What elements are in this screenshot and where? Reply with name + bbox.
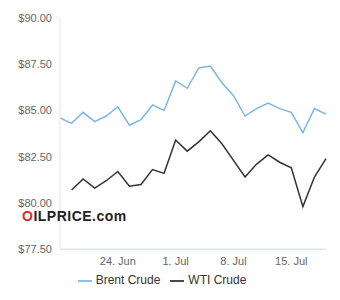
svg-text:24. Jun: 24. Jun [100, 255, 136, 267]
svg-text:$85.00: $85.00 [18, 104, 52, 116]
html-text:O ILPRICE.com: O ILPRICE.com [22, 208, 127, 224]
svg-text:$87.50: $87.50 [18, 58, 52, 70]
svg-text:8. Jul: 8. Jul [220, 255, 246, 267]
svg-text:$90.00: $90.00 [18, 12, 52, 24]
svg-text:$77.50: $77.50 [18, 243, 52, 255]
svg-text:$80.00: $80.00 [18, 197, 52, 209]
svg-text:1. Jul: 1. Jul [163, 255, 189, 267]
svg-text:$82.50: $82.50 [18, 151, 52, 163]
html-text:Brent Crude: Brent Crude [95, 273, 161, 288]
html-text:WTI Crude: WTI Crude [188, 273, 247, 288]
svg-text:15. Jul: 15. Jul [275, 255, 307, 267]
